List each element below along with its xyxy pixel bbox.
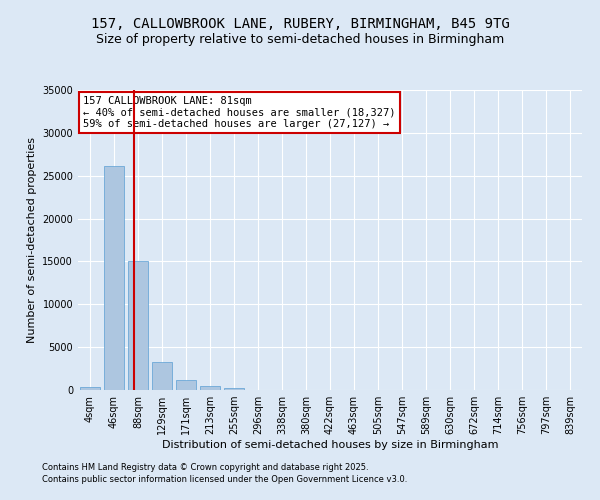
Bar	[176, 380, 196, 390]
Bar	[104, 166, 124, 390]
Bar	[128, 260, 148, 390]
Bar	[200, 386, 220, 390]
Bar	[152, 362, 172, 390]
X-axis label: Distribution of semi-detached houses by size in Birmingham: Distribution of semi-detached houses by …	[162, 440, 498, 450]
Bar	[224, 388, 244, 390]
Text: Contains public sector information licensed under the Open Government Licence v3: Contains public sector information licen…	[42, 474, 407, 484]
Text: 157, CALLOWBROOK LANE, RUBERY, BIRMINGHAM, B45 9TG: 157, CALLOWBROOK LANE, RUBERY, BIRMINGHA…	[91, 18, 509, 32]
Bar	[80, 387, 100, 390]
Text: Size of property relative to semi-detached houses in Birmingham: Size of property relative to semi-detach…	[96, 32, 504, 46]
Text: Contains HM Land Registry data © Crown copyright and database right 2025.: Contains HM Land Registry data © Crown c…	[42, 464, 368, 472]
Text: 157 CALLOWBROOK LANE: 81sqm
← 40% of semi-detached houses are smaller (18,327)
5: 157 CALLOWBROOK LANE: 81sqm ← 40% of sem…	[83, 96, 395, 129]
Y-axis label: Number of semi-detached properties: Number of semi-detached properties	[27, 137, 37, 343]
